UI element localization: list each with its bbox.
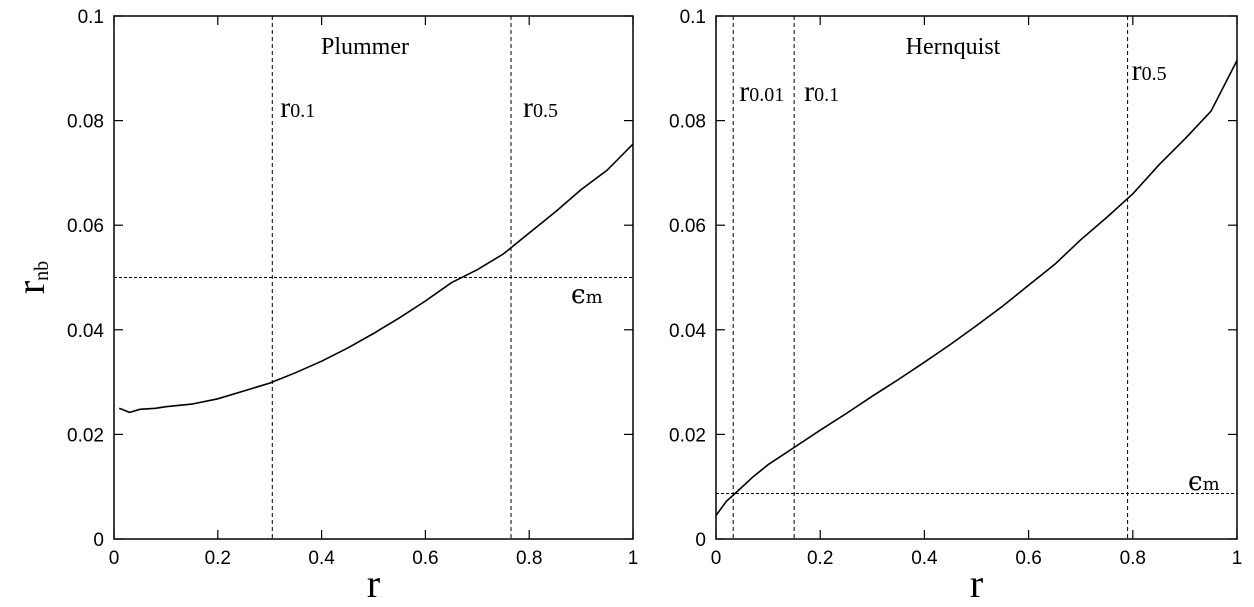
x-tick-label: 0.2 [807, 548, 833, 569]
x-tick-label: 1 [1232, 548, 1243, 569]
x-tick-label: 1 [628, 548, 639, 569]
rnb-curve [118, 143, 634, 414]
y-tick-label: 0.08 [669, 112, 706, 133]
rnb-curve [715, 60, 1238, 516]
axis-ticks [715, 15, 1238, 540]
plot-frame [715, 15, 1238, 540]
y-tick-label: 0.04 [67, 321, 104, 342]
x-tick-label: 0.4 [911, 548, 938, 569]
radius-marker-label: r0.1 [804, 75, 839, 108]
x-tick-label: 0.8 [516, 548, 542, 569]
plummer-panel: 0 0.2 0.4 0.6 0.8 1 0 0.02 0.04 0.06 0.08 0.1 Plumm… [8, 7, 638, 606]
epsilon-m-label: ϵm [571, 280, 603, 310]
y-axis-label-sub: nb [31, 261, 53, 281]
axis-tick-labels: 0 0.2 0.4 0.6 0.8 1 0 0.02 0.04 0.06 0.08 0.1 [669, 7, 1242, 569]
y-tick-label: 0 [93, 530, 104, 551]
x-tick-label: 0.6 [1015, 548, 1041, 569]
axis-ticks [113, 15, 634, 540]
reference-lines [114, 16, 633, 539]
y-tick-label: 0.08 [67, 112, 104, 133]
panel-title: Hernquist [906, 34, 1001, 60]
y-tick-label: 0.06 [67, 216, 104, 237]
y-axis-label-main: r [8, 281, 53, 294]
annotations: ϵm r0.1 r0.5 [280, 91, 602, 310]
x-tick-label: 0.6 [412, 548, 438, 569]
x-tick-label: 0.4 [308, 548, 335, 569]
y-tick-label: 0.1 [680, 7, 706, 28]
x-tick-label: 0 [711, 548, 722, 569]
x-axis-label: r [367, 561, 380, 606]
axis-tick-labels: 0 0.2 0.4 0.6 0.8 1 0 0.02 0.04 0.06 0.08 0.1 [67, 7, 638, 569]
y-tick-label: 0.04 [669, 321, 706, 342]
y-tick-label: 0.06 [669, 216, 706, 237]
y-tick-label: 0.1 [78, 7, 104, 28]
x-tick-label: 0.2 [205, 548, 231, 569]
y-tick-label: 0.02 [67, 425, 104, 446]
y-tick-label: 0 [695, 530, 706, 551]
x-axis-label: r [970, 561, 983, 606]
radius-marker-label: r0.5 [523, 91, 558, 124]
radius-marker-label: r0.5 [1132, 54, 1167, 87]
x-tick-label: 0 [109, 548, 120, 569]
radius-marker-label: r0.1 [280, 91, 315, 124]
epsilon-m-label: ϵm [1188, 467, 1220, 497]
annotations: ϵm r0.01 r0.1 r0.5 [739, 54, 1219, 497]
panel-title: Plummer [321, 34, 409, 60]
y-tick-label: 0.02 [669, 425, 706, 446]
reference-lines [716, 16, 1237, 539]
radius-marker-label: r0.01 [739, 75, 784, 108]
y-axis-label: rnb [8, 261, 53, 294]
hernquist-panel: 0 0.2 0.4 0.6 0.8 1 0 0.02 0.04 0.06 0.08 0.1 Hernq… [669, 7, 1242, 606]
x-tick-label: 0.8 [1120, 548, 1146, 569]
